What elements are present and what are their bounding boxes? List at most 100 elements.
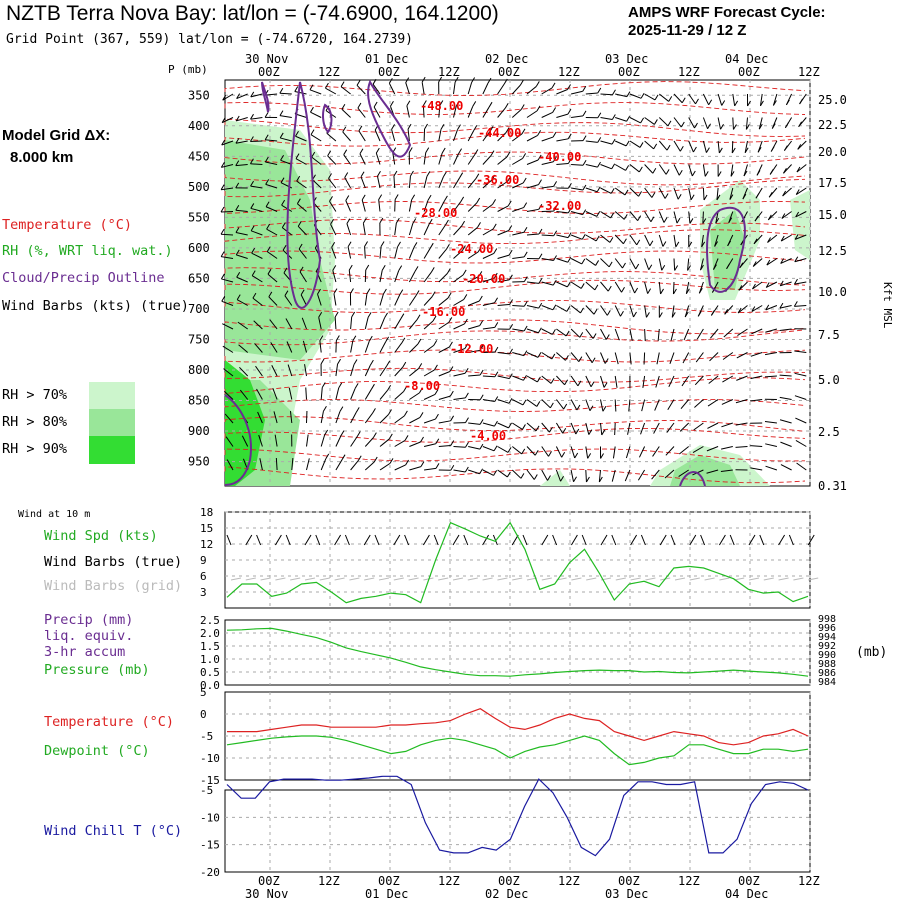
wind-barb-flag xyxy=(264,156,269,163)
wind-barb-flag xyxy=(689,218,694,224)
wind-speed-tick-label: 15 xyxy=(200,522,213,535)
wind-barb-flag xyxy=(390,101,394,107)
wind-barb xyxy=(497,446,509,453)
wind-barb-flag xyxy=(653,143,658,150)
height-tick-label: 22.5 xyxy=(818,118,847,132)
wind-barb xyxy=(281,204,293,212)
wind-barb-flag xyxy=(597,137,602,143)
wind-barb-flag xyxy=(311,151,316,158)
wind-barb-flag xyxy=(567,84,571,90)
forecast-cycle-value: 2025-11-29 / 12 Z xyxy=(628,22,747,39)
wind-speed-tick-label: 9 xyxy=(200,554,207,567)
wind-barb-flag xyxy=(592,333,597,339)
wind-barb xyxy=(570,328,581,338)
wind-barb xyxy=(736,375,748,381)
wind-barb xyxy=(526,159,539,165)
wind-barb-flag xyxy=(494,420,498,427)
wind-barb xyxy=(318,317,322,330)
wind-barb xyxy=(673,187,679,200)
wind-barb-flag xyxy=(635,263,640,270)
wind-barb xyxy=(600,234,611,243)
wind-barb-flag xyxy=(666,144,671,151)
wind-barb-flag xyxy=(779,302,784,309)
wind-barb-flag xyxy=(523,276,528,282)
wind-barb xyxy=(780,441,792,447)
legend-rh: RH (%, WRT liq. wat.) xyxy=(2,243,173,259)
wind-barb xyxy=(286,341,293,353)
wind-barb xyxy=(526,233,540,236)
wind-barb-flag xyxy=(567,207,572,214)
wind-barb xyxy=(302,340,307,353)
wind-barb xyxy=(717,140,720,153)
wind-barb-flag xyxy=(523,251,528,258)
wind-barb xyxy=(795,417,807,424)
wind-barb xyxy=(394,270,400,283)
wind-barb-grid xyxy=(704,577,715,581)
wind-barb xyxy=(556,113,569,118)
wind-barb-flag xyxy=(280,177,285,183)
wind-barb xyxy=(556,258,568,263)
wind-barb-flag xyxy=(707,123,711,130)
wind-barb-grid xyxy=(319,577,330,581)
wind-barb-flag xyxy=(742,193,747,200)
wind-barb-flag xyxy=(319,335,324,341)
wind-barb xyxy=(376,176,381,189)
wind-barb xyxy=(570,258,583,265)
wind-barb-flag xyxy=(579,332,584,338)
wind-barb xyxy=(555,446,563,458)
wind-barb-flag xyxy=(697,311,702,317)
wind-barb-flag xyxy=(324,82,329,89)
wind-barb xyxy=(280,159,292,165)
wind-barb-flag xyxy=(339,406,344,412)
wind-barb-flag xyxy=(478,295,483,302)
wind-barb-flag xyxy=(521,424,526,430)
wind-barb-flag xyxy=(567,256,572,263)
wind-barb xyxy=(706,469,719,474)
wind-barb-flag xyxy=(718,147,723,154)
wind-chill-line xyxy=(226,775,809,857)
wind-barb-10m xyxy=(522,534,528,546)
wind-barb xyxy=(669,352,675,364)
bottom-time-tick-label: 00Z xyxy=(378,874,400,888)
wind-barb xyxy=(482,375,495,378)
wind-barb-grid xyxy=(304,577,316,581)
wind-barb xyxy=(585,211,597,217)
wind-barb xyxy=(497,352,510,355)
wind-barb xyxy=(765,465,778,471)
wind-barb-flag xyxy=(727,240,732,247)
wind-barb xyxy=(541,136,554,142)
wind-barb xyxy=(275,457,278,471)
wind-barb-flag xyxy=(755,192,760,199)
wind-barb-flag xyxy=(373,101,378,108)
wind-barb-flag xyxy=(420,436,424,443)
pressure-tick-label-right: 986 xyxy=(818,668,836,679)
wind-barb xyxy=(304,364,307,377)
wind-barb xyxy=(735,399,748,404)
wind-barb-flag xyxy=(221,296,226,302)
wind-barb xyxy=(346,223,352,236)
top-time-tick-label: 00Z xyxy=(618,65,640,79)
wind-barb xyxy=(680,399,690,410)
wind-barb xyxy=(600,281,609,292)
wind-barb-flag xyxy=(582,110,587,117)
wind-barb xyxy=(379,414,389,424)
wind-barb xyxy=(585,446,589,459)
wind-barb-flag xyxy=(463,294,468,300)
wind-barb-flag xyxy=(464,466,469,473)
wind-barb-flag xyxy=(602,405,607,412)
wind-barb-flag xyxy=(601,429,606,436)
wind-barb-flag xyxy=(265,201,270,207)
wind-barb xyxy=(239,366,249,377)
wind-barb-flag xyxy=(503,78,508,85)
wind-barb-flag xyxy=(738,285,743,291)
wind-barb-10m xyxy=(700,534,706,546)
height-tick-label: 7.5 xyxy=(818,328,840,342)
wind-barb xyxy=(438,224,446,236)
wind-barb xyxy=(294,91,307,95)
wind-barb xyxy=(541,399,551,409)
wind-barb xyxy=(642,375,646,388)
wind-barb xyxy=(600,375,605,388)
wind-barb xyxy=(673,258,676,271)
wind-barb xyxy=(409,416,421,424)
